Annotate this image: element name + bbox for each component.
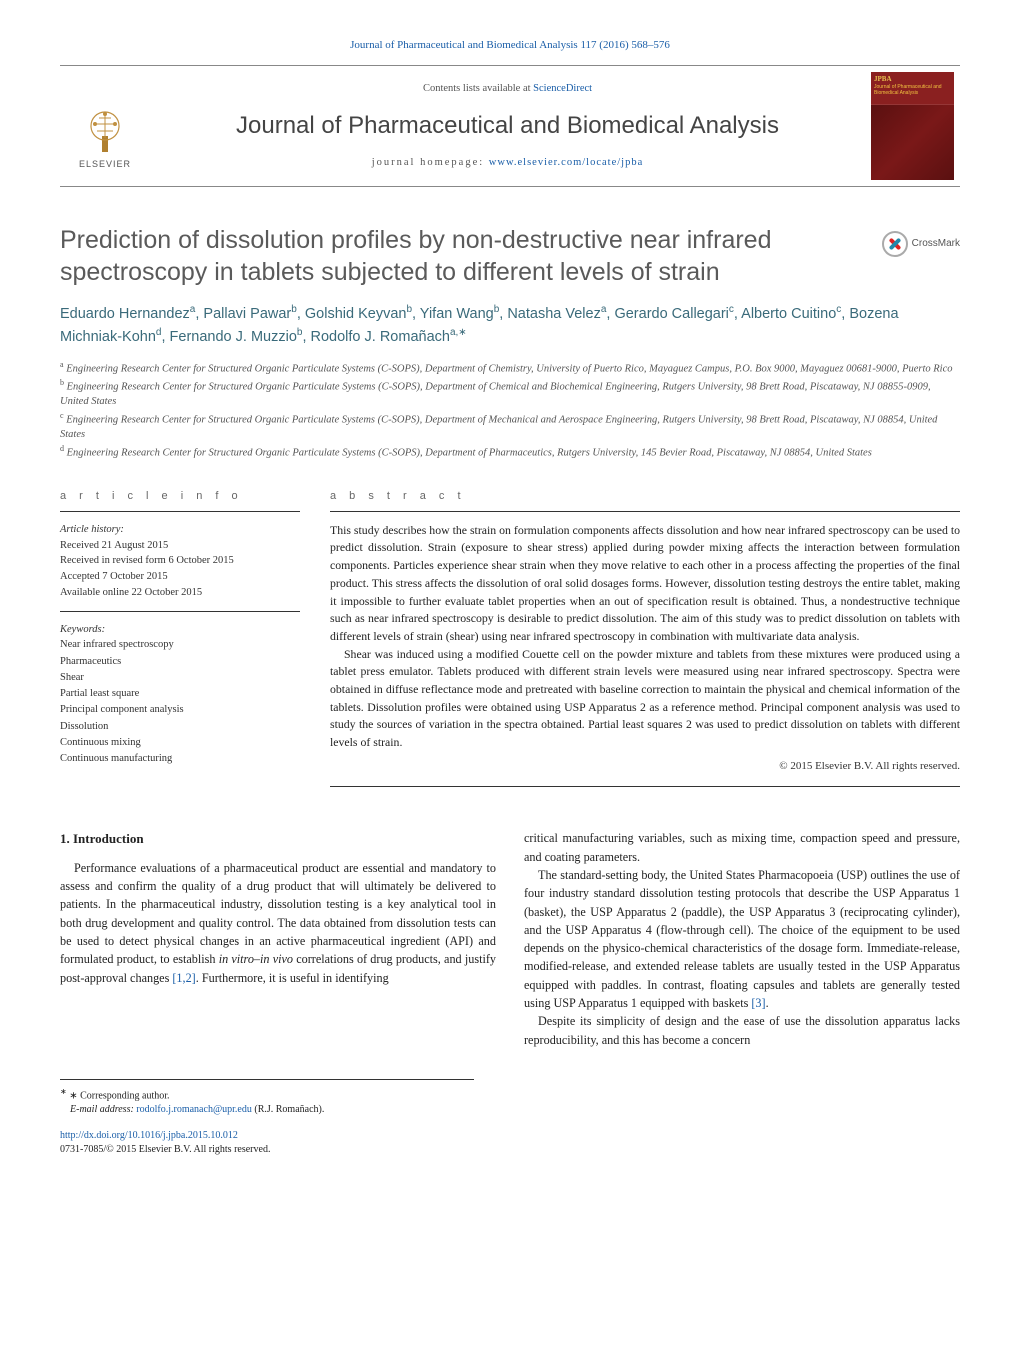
citation-link[interactable]: Journal of Pharmaceutical and Biomedical… xyxy=(350,39,670,51)
article-history-label: Article history: xyxy=(60,522,300,538)
abstract-p2: Shear was induced using a modified Couet… xyxy=(330,646,960,752)
history-online: Available online 22 October 2015 xyxy=(60,585,300,601)
contents-available-line: Contents lists available at ScienceDirec… xyxy=(423,82,592,97)
journal-masthead: ELSEVIER Contents lists available at Sci… xyxy=(60,65,960,187)
issn-copyright: 0731-7085/© 2015 Elsevier B.V. All right… xyxy=(60,1143,960,1157)
email-label: E-mail address: xyxy=(70,1104,136,1115)
elsevier-logo-icon: ELSEVIER xyxy=(70,98,140,178)
publisher-logo-block: ELSEVIER xyxy=(60,66,150,186)
author-list: Eduardo Hernandeza, Pallavi Pawarb, Gols… xyxy=(60,302,960,349)
keyword-item: Partial least square xyxy=(60,686,300,702)
article-body: 1. Introduction Performance evaluations … xyxy=(60,829,960,1049)
p1-post: . Furthermore, it is useful in identifyi… xyxy=(196,971,389,985)
keyword-item: Continuous manufacturing xyxy=(60,751,300,767)
keyword-item: Dissolution xyxy=(60,719,300,735)
ref-1-2-link[interactable]: [1,2] xyxy=(172,971,195,985)
header-citation: Journal of Pharmaceutical and Biomedical… xyxy=(60,30,960,65)
email-attribution: (R.J. Romañach). xyxy=(252,1104,325,1115)
journal-cover-thumbnail-icon: JPBA Journal of Pharmaceutical and Biome… xyxy=(871,72,954,180)
history-accepted: Accepted 7 October 2015 xyxy=(60,569,300,585)
footer-meta: http://dx.doi.org/10.1016/j.jpba.2015.10… xyxy=(60,1129,960,1157)
keyword-item: Continuous mixing xyxy=(60,735,300,751)
journal-homepage-line: journal homepage: www.elsevier.com/locat… xyxy=(372,156,644,171)
section-1-heading: 1. Introduction xyxy=(60,829,496,849)
affiliation-line: b Engineering Research Center for Struct… xyxy=(60,377,960,410)
corr-email-link[interactable]: rodolfo.j.romanach@upr.edu xyxy=(136,1104,252,1115)
p3-pre: The standard-setting body, the United St… xyxy=(524,868,960,1010)
doi-link[interactable]: http://dx.doi.org/10.1016/j.jpba.2015.10… xyxy=(60,1130,238,1141)
cover-title-label: Journal of Pharmaceutical and Biomedical… xyxy=(874,85,951,96)
crossmark-badge[interactable]: CrossMark xyxy=(882,231,960,257)
corresponding-author-footnote: ∗ ∗ Corresponding author. E-mail address… xyxy=(60,1079,474,1117)
keywords-label: Keywords: xyxy=(60,622,300,638)
keyword-item: Principal component analysis xyxy=(60,702,300,718)
article-title: Prediction of dissolution profiles by no… xyxy=(60,225,960,288)
publisher-name: ELSEVIER xyxy=(79,158,131,171)
crossmark-label: CrossMark xyxy=(912,237,960,251)
contents-prefix: Contents lists available at xyxy=(423,83,533,94)
keyword-item: Near infrared spectroscopy xyxy=(60,637,300,653)
article-info-block: a r t i c l e i n f o Article history: R… xyxy=(60,489,300,787)
affiliation-line: a Engineering Research Center for Struct… xyxy=(60,359,960,377)
homepage-prefix: journal homepage: xyxy=(372,157,489,168)
affiliations-block: a Engineering Research Center for Struct… xyxy=(60,359,960,460)
p1-ivv: in vitro–in vivo xyxy=(219,952,293,966)
affiliation-line: c Engineering Research Center for Struct… xyxy=(60,410,960,443)
history-revised: Received in revised form 6 October 2015 xyxy=(60,553,300,569)
ref-3-link[interactable]: [3] xyxy=(751,996,765,1010)
intro-p4: Despite its simplicity of design and the… xyxy=(524,1012,960,1049)
journal-name: Journal of Pharmaceutical and Biomedical… xyxy=(236,109,779,143)
p3-post: . xyxy=(766,996,769,1010)
abstract-copyright: © 2015 Elsevier B.V. All rights reserved… xyxy=(330,758,960,775)
abstract-block: a b s t r a c t This study describes how… xyxy=(330,489,960,787)
keyword-item: Shear xyxy=(60,670,300,686)
history-received: Received 21 August 2015 xyxy=(60,538,300,554)
abstract-heading: a b s t r a c t xyxy=(330,489,960,511)
p1-pre: Performance evaluations of a pharmaceuti… xyxy=(60,861,496,966)
sciencedirect-link[interactable]: ScienceDirect xyxy=(533,83,592,94)
intro-p2: critical manufacturing variables, such a… xyxy=(524,829,960,866)
intro-p3: The standard-setting body, the United St… xyxy=(524,866,960,1012)
article-info-heading: a r t i c l e i n f o xyxy=(60,489,300,511)
corr-asterisk: ∗ xyxy=(60,1087,67,1096)
keyword-item: Pharmaceutics xyxy=(60,654,300,670)
intro-p1: Performance evaluations of a pharmaceuti… xyxy=(60,859,496,987)
abstract-p1: This study describes how the strain on f… xyxy=(330,522,960,646)
affiliation-line: d Engineering Research Center for Struct… xyxy=(60,443,960,461)
corr-label: ∗ Corresponding author. xyxy=(69,1090,169,1101)
journal-homepage-link[interactable]: www.elsevier.com/locate/jpba xyxy=(489,157,643,168)
keywords-list: Near infrared spectroscopyPharmaceuticsS… xyxy=(60,637,300,767)
crossmark-icon xyxy=(882,231,908,257)
